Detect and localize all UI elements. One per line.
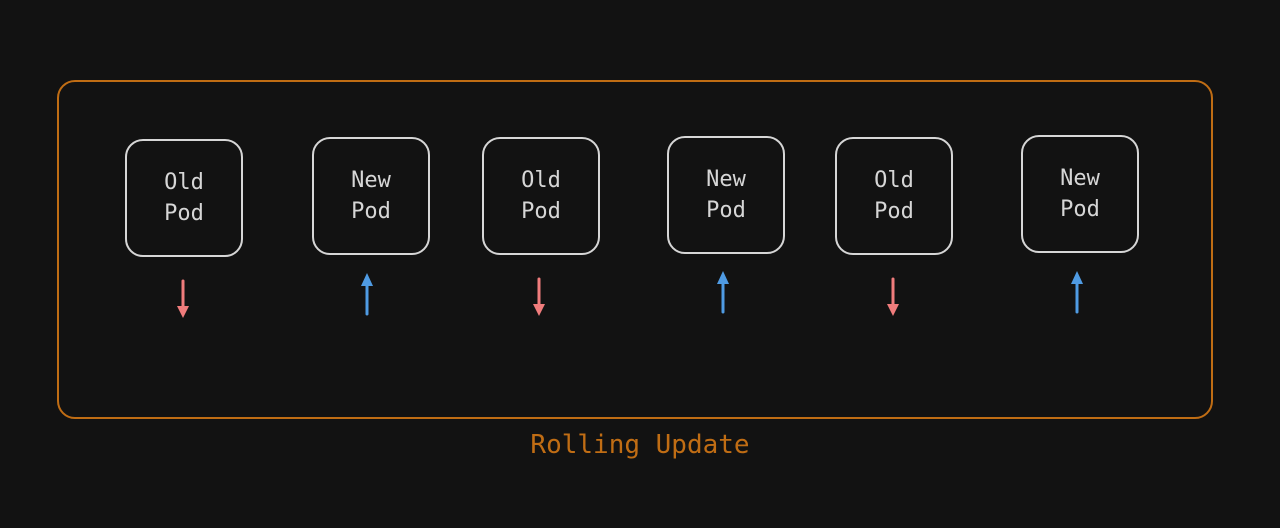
arrow-up-icon xyxy=(361,273,373,316)
pod-old-3: Old Pod xyxy=(835,137,953,255)
pod-old-2: Old Pod xyxy=(482,137,600,255)
pod-label-line2: Pod xyxy=(1060,197,1100,222)
pod-new-2: New Pod xyxy=(667,136,785,254)
arrow-up-icon xyxy=(1071,271,1083,314)
pod-label-line1: Old xyxy=(521,168,561,193)
pod-label-line1: Old xyxy=(164,170,204,195)
diagram-caption: Rolling Update xyxy=(530,430,750,460)
pod-new-1: New Pod xyxy=(312,137,430,255)
arrow-down-icon xyxy=(533,277,545,316)
pod-label-line1: New xyxy=(1060,166,1100,191)
pod-label-line2: Pod xyxy=(521,199,561,224)
pod-new-3: New Pod xyxy=(1021,135,1139,253)
pod-label-line1: Old xyxy=(874,168,914,193)
pod-label-line1: New xyxy=(351,168,391,193)
arrow-down-icon xyxy=(177,279,189,318)
pod-old-1: Old Pod xyxy=(125,139,243,257)
pod-label-line2: Pod xyxy=(874,199,914,224)
pod-label-line2: Pod xyxy=(164,201,204,226)
rolling-update-frame xyxy=(57,80,1213,419)
arrow-down-icon xyxy=(887,277,899,316)
arrow-up-icon xyxy=(717,271,729,314)
pod-label-line2: Pod xyxy=(351,199,391,224)
pod-label-line2: Pod xyxy=(706,198,746,223)
pod-label-line1: New xyxy=(706,167,746,192)
